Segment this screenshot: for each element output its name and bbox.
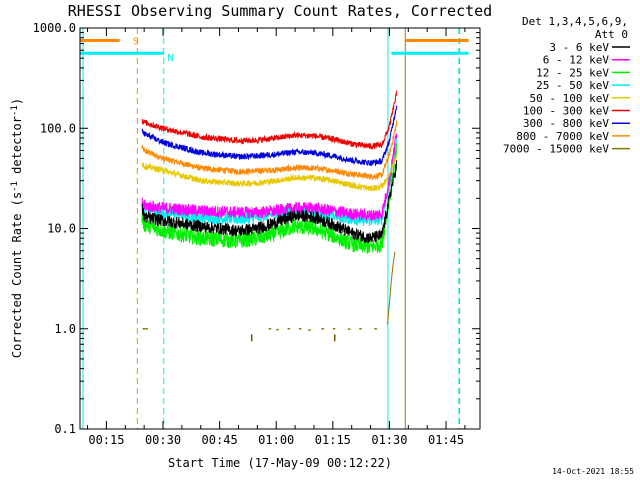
- legend-label-2: 12 - 25 keV: [536, 66, 609, 79]
- legend-label-3: 25 - 50 keV: [536, 79, 609, 92]
- annotation-label-s: S: [133, 37, 139, 48]
- legend-label-8: 7000 - 15000 keV: [503, 143, 609, 156]
- y-tick-label-2: 10.0: [47, 222, 76, 236]
- y-tick-label-3: 100.0: [40, 121, 76, 135]
- annotation-label-n: N: [168, 53, 174, 64]
- axes: 00:15 00:30 00:45 01:00 01:15 01:30 01:45 0.1 1.…: [33, 21, 480, 447]
- series-line-7: [141, 120, 398, 181]
- legend-header-line-1: Det 1,3,4,5,6,9,: [522, 15, 628, 28]
- legend-label-4: 50 - 100 keV: [530, 92, 610, 105]
- x-tick-label-2: 00:45: [202, 433, 238, 447]
- x-tick-label-6: 01:45: [428, 433, 464, 447]
- series-line-1: [141, 133, 398, 222]
- plot-area: SN: [80, 28, 469, 429]
- series-line-8: [387, 251, 396, 325]
- y-tick-label-4: 1000.0: [33, 21, 76, 35]
- x-tick-label-5: 01:30: [371, 433, 407, 447]
- legend-label-1: 6 - 12 keV: [543, 54, 610, 67]
- series-line-2: [141, 143, 398, 254]
- series-line-6: [141, 105, 398, 167]
- x-tick-label-3: 01:00: [258, 433, 294, 447]
- y-axis-label: Corrected Count Rate (s-1 detector-1): [10, 98, 24, 358]
- legend-header-line-2: Att 0: [595, 28, 628, 41]
- x-axis-label: Start Time (17-May-09 00:12:22): [168, 456, 392, 470]
- legend-label-0: 3 - 6 keV: [549, 41, 609, 54]
- y-tick-label-0: 0.1: [54, 422, 76, 436]
- x-tick-label-0: 00:15: [88, 433, 124, 447]
- timestamp: 14-Oct-2021 18:55: [552, 467, 634, 476]
- series-line-4: [141, 153, 398, 192]
- legend-label-6: 300 - 800 keV: [523, 117, 609, 130]
- y-tick-label-1: 1.0: [54, 322, 76, 336]
- chart-title: RHESSI Observing Summary Count Rates, Co…: [68, 2, 492, 20]
- legend-label-5: 100 - 300 keV: [523, 105, 609, 118]
- series-line-0: [141, 160, 398, 244]
- x-tick-label-1: 00:30: [145, 433, 181, 447]
- x-tick-label-4: 01:15: [315, 433, 351, 447]
- legend-label-7: 800 - 7000 keV: [516, 130, 609, 143]
- series-line-5: [141, 90, 397, 150]
